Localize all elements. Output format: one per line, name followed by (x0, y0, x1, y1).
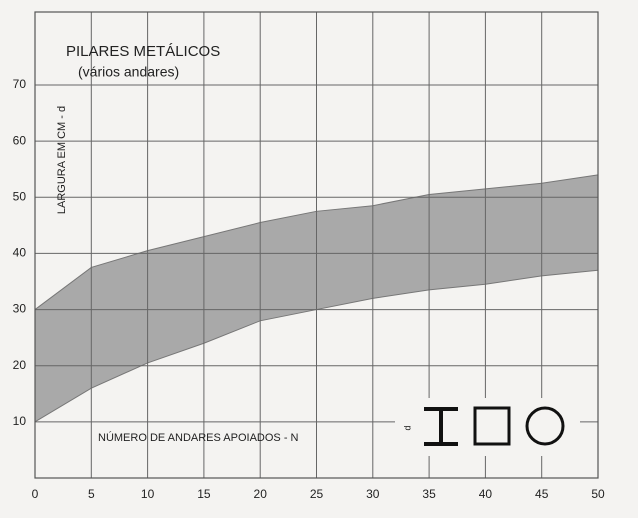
x-tick-label: 5 (88, 487, 95, 501)
x-tick-label: 40 (479, 487, 493, 501)
x-tick-label: 10 (141, 487, 155, 501)
circle-icon (525, 406, 565, 446)
x-tick-label: 0 (32, 487, 39, 501)
square-icon (473, 406, 511, 446)
y-tick-label: 20 (13, 358, 27, 372)
y-tick-label: 70 (13, 77, 27, 91)
x-tick-label: 20 (254, 487, 268, 501)
i-beam-icon (424, 407, 458, 446)
y-tick-label: 60 (13, 133, 27, 147)
x-tick-label: 50 (591, 487, 605, 501)
section-icons: d (395, 398, 580, 456)
y-axis-label: LARGURA EM CM - d (56, 106, 68, 214)
y-tick-label: 30 (13, 302, 27, 316)
x-axis-label: NÚMERO DE ANDARES APOIADOS - N (98, 431, 299, 444)
y-tick-label: 10 (13, 414, 27, 428)
plot-frame (34, 11, 599, 479)
dimension-label: d (402, 425, 412, 430)
chart-subtitle: (vários andares) (78, 64, 179, 80)
y-tick-label: 50 (13, 189, 27, 203)
x-tick-label: 35 (422, 487, 436, 501)
chart-title: PILARES METÁLICOS (66, 43, 220, 60)
x-tick-label: 15 (197, 487, 211, 501)
x-tick-label: 25 (310, 487, 324, 501)
plot: 10 20 30 40 50 60 70 0 5 10 15 20 25 30 35 40 45 50 (13, 11, 605, 501)
y-tick-label: 40 (13, 246, 27, 260)
x-tick-label: 30 (366, 487, 380, 501)
x-tick-label: 45 (535, 487, 549, 501)
